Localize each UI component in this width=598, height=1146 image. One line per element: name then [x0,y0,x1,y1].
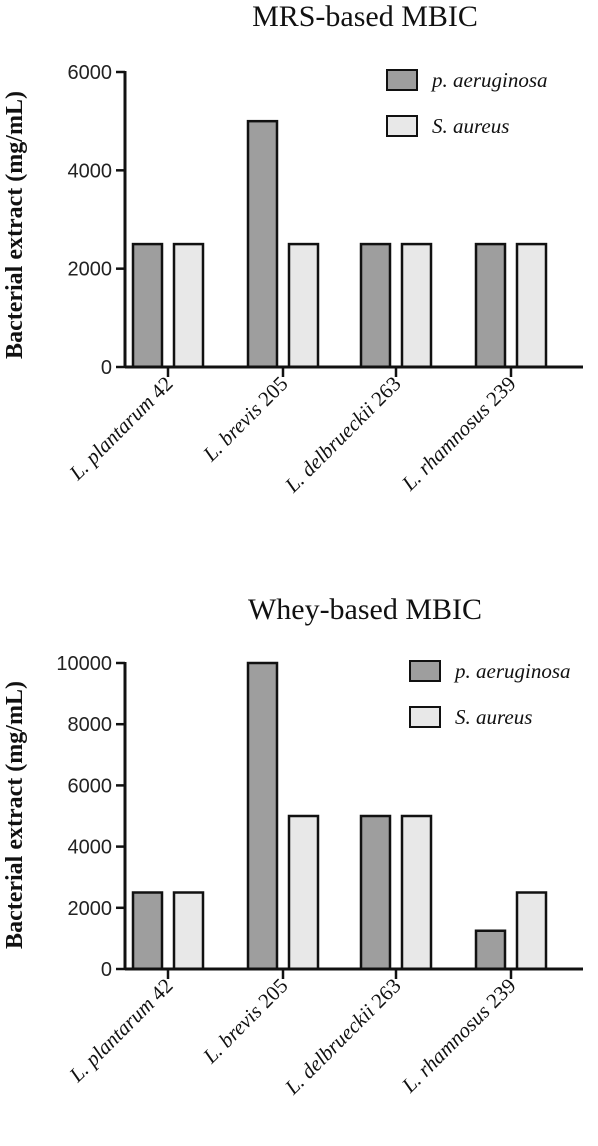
y-tick-label: 10000 [56,653,112,675]
y-tick-label: 8000 [68,714,113,736]
y-tick-label: 0 [101,959,112,981]
x-tick-label: L. brevis 205 [197,372,292,467]
bar-p-aeruginosa [359,242,392,369]
chart-1: MRS-based MBIC Bacterial extract (mg/mL) 0… [2,0,583,498]
x-tick-label: L. rhamnosus 239 [396,974,520,1098]
bar-p-aeruginosa [359,814,392,971]
legend-label: p. aeruginosa [453,659,571,683]
bar-s-aureus [287,814,320,971]
x-tick-label: L. delbrueckii 263 [279,372,405,498]
legend-swatch [386,115,418,137]
x-tick-label: L. plantarum 42 [64,974,178,1088]
x-tick-label: L. brevis 205 [197,974,292,1069]
y-axis-label: Bacterial extract (mg/mL) [2,91,28,359]
bar-s-aureus [515,242,548,369]
bar-s-aureus [515,891,548,971]
y-tick-label: 6000 [68,62,113,84]
x-tick-label: L. rhamnosus 239 [396,372,520,496]
bar-p-aeruginosa [246,119,279,369]
chart-title: MRS-based MBIC [252,0,478,33]
y-axis-label: Bacterial extract (mg/mL) [2,681,28,949]
bar-s-aureus [400,814,433,971]
y-tick-label: 0 [101,357,112,379]
bar-s-aureus [172,891,205,971]
y-tick-label: 2000 [68,259,113,281]
y-tick-label: 4000 [68,837,113,859]
x-tick-label: L. plantarum 42 [64,372,178,486]
bar-p-aeruginosa [131,891,164,971]
y-tick-label: 4000 [68,160,113,182]
legend-swatch [409,706,441,728]
legend-swatch [386,69,418,91]
chart-2: Whey-based MBIC Bacterial extract (mg/mL)… [2,593,583,1100]
legend-label: S. aureus [455,705,532,729]
bar-p-aeruginosa [474,242,507,369]
legend-label: S. aureus [432,114,509,138]
bar-p-aeruginosa [131,242,164,369]
chart-title: Whey-based MBIC [248,593,482,626]
bar-p-aeruginosa [474,929,507,971]
y-tick-label: 2000 [68,898,113,920]
bar-p-aeruginosa [246,661,279,971]
bar-s-aureus [287,242,320,369]
bar-s-aureus [172,242,205,369]
y-tick-label: 6000 [68,775,113,797]
legend-swatch [409,660,441,682]
x-tick-label: L. delbrueckii 263 [279,974,405,1100]
bar-s-aureus [400,242,433,369]
legend-label: p. aeruginosa [430,68,548,92]
